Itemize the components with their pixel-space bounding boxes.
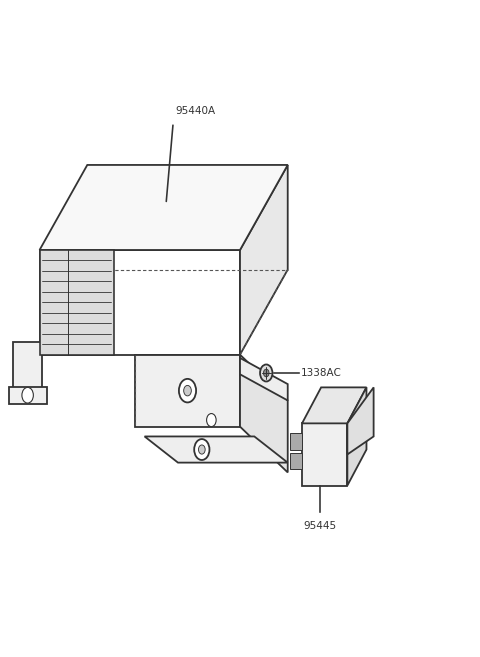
Polygon shape xyxy=(348,388,366,486)
Circle shape xyxy=(179,379,196,403)
Circle shape xyxy=(264,369,269,377)
Text: 1338AC: 1338AC xyxy=(301,368,342,378)
Polygon shape xyxy=(290,433,302,449)
Text: 95445: 95445 xyxy=(304,522,337,532)
Circle shape xyxy=(184,386,192,396)
Circle shape xyxy=(22,388,34,403)
Polygon shape xyxy=(302,388,366,423)
Polygon shape xyxy=(135,355,240,426)
Text: 95440A: 95440A xyxy=(176,106,216,116)
Polygon shape xyxy=(39,250,240,355)
Polygon shape xyxy=(302,423,348,486)
Circle shape xyxy=(199,445,205,454)
Polygon shape xyxy=(39,250,114,355)
Polygon shape xyxy=(348,388,373,455)
Polygon shape xyxy=(290,453,302,469)
Circle shape xyxy=(194,439,209,460)
Polygon shape xyxy=(144,436,288,463)
Polygon shape xyxy=(13,342,42,394)
Circle shape xyxy=(260,365,273,382)
Polygon shape xyxy=(240,355,288,472)
Polygon shape xyxy=(240,165,288,355)
Circle shape xyxy=(206,413,216,426)
Polygon shape xyxy=(240,358,288,401)
Polygon shape xyxy=(9,388,47,404)
Polygon shape xyxy=(39,165,288,250)
